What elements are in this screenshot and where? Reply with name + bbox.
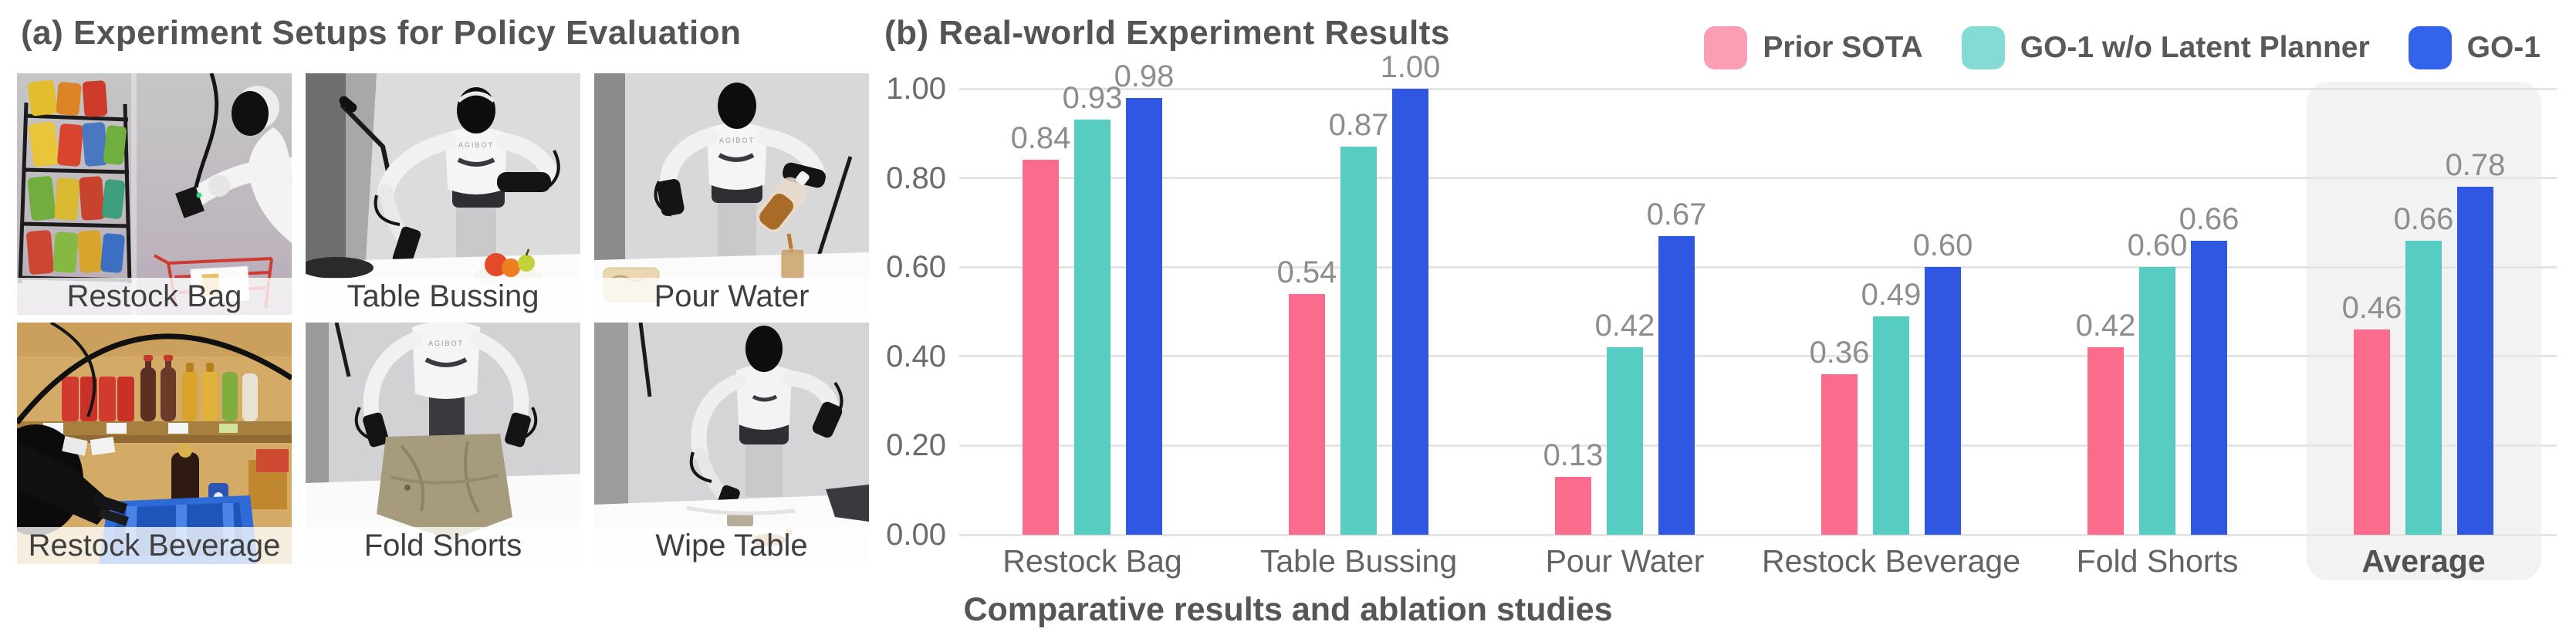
legend-swatch-go-1-w-o-latent-planner	[1961, 26, 2005, 69]
setup-label-strip: Wipe Table	[594, 527, 869, 564]
setup-label-strip: Table Bussing	[306, 278, 580, 315]
bar-value-label: 1.00	[1380, 50, 1441, 84]
grid-line	[959, 87, 2557, 90]
legend-item-go-1-w-o-latent-planner: GO-1 w/o Latent Planner	[1961, 26, 2370, 69]
bar-go-1-w-o-latent-planner	[1607, 347, 1643, 535]
bar-value-label: 0.49	[1861, 277, 1922, 312]
bar-go-1	[2457, 187, 2493, 535]
legend-item-go-1: GO-1	[2408, 26, 2541, 69]
bar-value-label: 0.87	[1328, 108, 1389, 143]
bar-go-1-w-o-latent-planner	[1074, 120, 1111, 535]
fold-shorts-photo-illustration: AGIBOT	[306, 323, 580, 564]
bar-value-label: 0.60	[1912, 228, 1973, 263]
bar-go-1-w-o-latent-planner	[2139, 267, 2175, 535]
legend-item-prior-sota: Prior SOTA	[1704, 26, 1923, 69]
setup-label-strip: Pour Water	[594, 278, 869, 315]
legend-label: GO-1	[2466, 31, 2541, 64]
grid-line	[959, 265, 2557, 269]
x-category-label: Table Bussing	[1259, 543, 1458, 579]
chart-legend: Prior SOTA GO-1 w/o Latent Planner GO-1	[1704, 26, 2541, 69]
grid-line	[959, 533, 2557, 536]
restock-bag-photo-illustration	[17, 73, 292, 315]
bar-value-label: 0.67	[1646, 197, 1707, 231]
table-bussing-photo-illustration: AGIBOT	[306, 73, 580, 315]
wipe-table-photo-illustration	[594, 323, 869, 564]
bar-value-label: 0.54	[1276, 255, 1337, 289]
x-category-label: Restock Bag	[1002, 543, 1182, 579]
bar-go-1	[1658, 235, 1695, 535]
robot-chest-text: AGIBOT	[428, 340, 464, 347]
legend-label: Prior SOTA	[1763, 31, 1923, 64]
bar-prior-sota	[1289, 293, 1325, 535]
bar-value-label: 0.93	[1062, 81, 1123, 116]
bar-value-label: 0.42	[2075, 309, 2136, 343]
setup-label: Restock Beverage	[28, 529, 281, 563]
bar-prior-sota	[2354, 329, 2390, 535]
grid-line	[959, 444, 2557, 447]
grid-line	[959, 355, 2557, 358]
bar-go-1-w-o-latent-planner	[2405, 240, 2442, 535]
bar-go-1	[1392, 89, 1428, 535]
bar-value-label: 0.13	[1543, 438, 1604, 472]
bar-go-1	[1126, 97, 1162, 535]
bar-go-1-w-o-latent-planner	[1873, 316, 1909, 535]
setup-label: Table Bussing	[347, 279, 539, 313]
robot-chest-text: AGIBOT	[719, 137, 755, 144]
setup-card-table-bussing: AGIBOT Table Bus	[306, 73, 580, 315]
bar-value-label: 0.36	[1809, 335, 1870, 370]
bar-value-label: 0.66	[2179, 201, 2240, 236]
bar-value-label: 0.42	[1594, 309, 1655, 343]
setup-label-strip: Fold Shorts	[306, 527, 580, 564]
setup-card-pour-water: AGIBOT	[594, 73, 869, 315]
x-category-label: Fold Shorts	[2076, 543, 2239, 579]
bar-value-label: 0.46	[2341, 291, 2402, 326]
setup-card-wipe-table: Wipe Table	[594, 323, 869, 564]
setup-label-strip: Restock Beverage	[17, 527, 292, 564]
bar-value-label: 0.84	[1010, 121, 1071, 156]
grid-line	[959, 177, 2557, 180]
bar-value-label: 0.78	[2445, 148, 2506, 183]
setup-card-restock-beverage: Restock Beverage	[17, 323, 292, 564]
setup-label-strip: Restock Bag	[17, 278, 292, 315]
setup-label: Pour Water	[654, 279, 810, 313]
bar-value-label: 0.98	[1114, 59, 1175, 93]
bar-value-label: 0.66	[2393, 201, 2454, 236]
robot-chest-text: AGIBOT	[458, 141, 494, 149]
setup-label: Wipe Table	[655, 529, 808, 563]
bar-value-label: 0.60	[2127, 228, 2188, 263]
figure-caption: Comparative results and ablation studies	[963, 591, 1613, 628]
setup-card-restock-bag: Restock Bag	[17, 73, 292, 315]
bar-prior-sota	[2088, 347, 2124, 535]
bar-prior-sota	[1555, 476, 1591, 535]
legend-swatch-go-1	[2408, 26, 2452, 69]
bar-go-1	[1925, 267, 1961, 535]
panel-a-title: (a) Experiment Setups for Policy Evaluat…	[21, 14, 742, 52]
bar-go-1-w-o-latent-planner	[1340, 147, 1377, 535]
x-category-label: Pour Water	[1545, 543, 1705, 579]
setup-card-fold-shorts: AGIBOT Fold Shorts	[306, 323, 580, 564]
legend-swatch-prior-sota	[1704, 26, 1748, 69]
average-highlight-background	[2306, 82, 2541, 580]
setup-label: Fold Shorts	[363, 529, 522, 563]
setup-photo-grid: Restock Bag AGIBOT	[17, 73, 869, 564]
setup-label: Restock Bag	[66, 279, 242, 313]
x-category-label: Average	[2361, 543, 2486, 579]
legend-label: GO-1 w/o Latent Planner	[2020, 31, 2370, 64]
panel-b-title: (b) Real-world Experiment Results	[884, 14, 1450, 52]
x-category-label: Restock Beverage	[1761, 543, 2020, 579]
bar-prior-sota	[1821, 373, 1858, 535]
bar-go-1	[2191, 240, 2227, 535]
bar-prior-sota	[1023, 160, 1059, 535]
